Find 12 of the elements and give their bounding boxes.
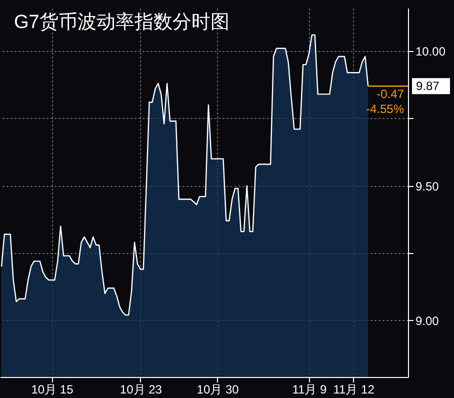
x-tick-label: 10月 15 <box>31 382 74 396</box>
x-tick-label: 10月 30 <box>196 382 240 396</box>
x-tick-label: 10月 23 <box>120 382 162 396</box>
chart-title: G7货币波动率指数分时图 <box>14 11 230 33</box>
y-tick-label: 10.00 <box>416 44 446 59</box>
y-tick-label: 9.50 <box>416 179 440 194</box>
annotation: -4.55% <box>366 102 404 116</box>
x-tick-label: 11月 9 <box>292 382 328 396</box>
annotation: -0.47 <box>376 87 404 102</box>
ref-line-label: 9.87 <box>416 79 440 94</box>
x-tick-label: 11月 12 <box>333 382 375 396</box>
y-tick-label: 9.00 <box>416 314 440 328</box>
